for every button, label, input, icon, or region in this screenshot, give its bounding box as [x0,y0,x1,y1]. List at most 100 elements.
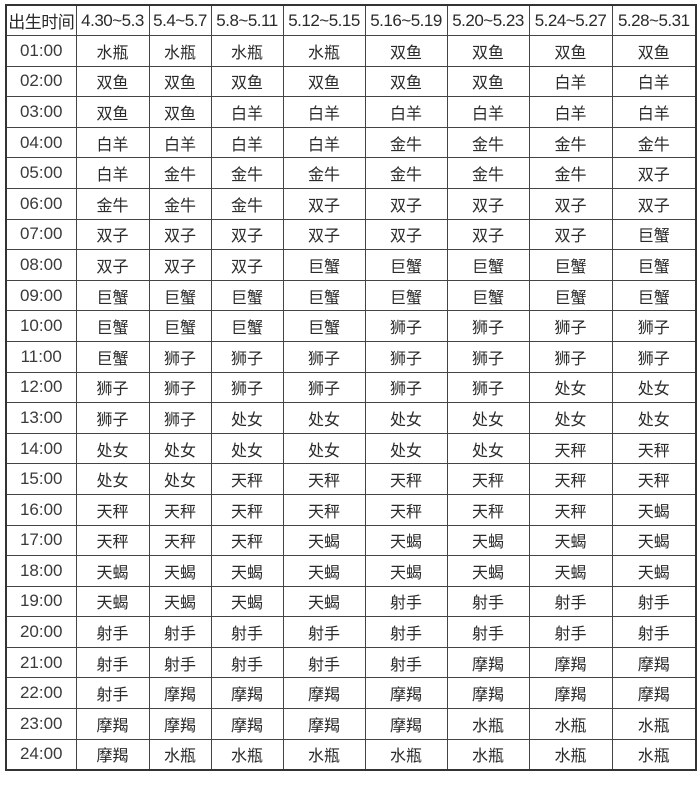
zodiac-cell: 射手 [75,646,150,679]
header-cell-date-range: 5.28~5.31 [611,4,697,36]
time-cell: 07:00 [5,218,77,251]
zodiac-cell: 摩羯 [148,708,212,740]
table-row: 16:00 天秤 天秤 天秤 天秤 天秤 天秤 天秤 天蝎 [5,493,697,526]
zodiac-cell: 狮子 [364,371,448,404]
header-cell-date-range: 5.16~5.19 [364,4,448,36]
header-cell-date-range: 5.4~5.7 [148,4,212,36]
zodiac-cell: 双子 [364,218,448,251]
zodiac-cell: 天秤 [210,524,284,557]
time-cell: 23:00 [5,708,77,740]
zodiac-cell: 双鱼 [148,96,212,128]
zodiac-cell: 天秤 [611,463,697,495]
zodiac-cell: 处女 [364,432,448,465]
zodiac-cell: 射手 [446,585,530,618]
zodiac-cell: 射手 [75,616,150,648]
zodiac-cell: 天秤 [528,463,613,495]
zodiac-cell: 处女 [282,402,366,434]
zodiac-cell: 天蝎 [210,555,284,587]
table-row: 22:00 射手 摩羯 摩羯 摩羯 摩羯 摩羯 摩羯 摩羯 [5,677,697,710]
zodiac-cell: 处女 [210,432,284,465]
table-row: 14:00 处女 处女 处女 处女 处女 处女 天秤 天秤 [5,432,697,465]
zodiac-cell: 处女 [75,463,150,495]
zodiac-cell: 天蝎 [528,555,613,587]
zodiac-cell: 处女 [148,463,212,495]
zodiac-cell: 天秤 [148,493,212,526]
zodiac-cell: 天秤 [282,463,366,495]
zodiac-cell: 射手 [364,646,448,679]
header-cell-date-range: 5.8~5.11 [210,4,284,36]
zodiac-cell: 处女 [446,432,530,465]
zodiac-cell: 射手 [210,646,284,679]
zodiac-cell: 双鱼 [75,65,150,98]
zodiac-cell: 水瓶 [75,35,150,67]
zodiac-cell: 天蝎 [282,524,366,557]
zodiac-cell: 双鱼 [282,65,366,98]
zodiac-cell: 处女 [282,432,366,465]
zodiac-cell: 金牛 [446,157,530,189]
zodiac-cell: 天秤 [75,493,150,526]
time-cell: 10:00 [5,310,77,342]
zodiac-cell: 双鱼 [364,65,448,98]
time-cell: 14:00 [5,432,77,465]
zodiac-cell: 天蝎 [282,555,366,587]
time-cell: 22:00 [5,677,77,710]
zodiac-cell: 天秤 [364,463,448,495]
zodiac-cell: 处女 [611,402,697,434]
zodiac-cell: 巨蟹 [364,279,448,312]
zodiac-cell: 射手 [364,616,448,648]
table-row: 10:00 巨蟹 巨蟹 巨蟹 巨蟹 狮子 狮子 狮子 狮子 [5,310,697,342]
zodiac-cell: 水瓶 [611,708,697,740]
zodiac-cell: 射手 [528,616,613,648]
zodiac-cell: 处女 [446,402,530,434]
zodiac-cell: 天蝎 [282,585,366,618]
zodiac-cell: 处女 [364,402,448,434]
zodiac-cell: 白羊 [282,96,366,128]
zodiac-cell: 巨蟹 [210,310,284,342]
header-cell-date-range: 5.24~5.27 [528,4,613,36]
zodiac-cell: 天秤 [210,493,284,526]
zodiac-cell: 巨蟹 [75,340,150,373]
zodiac-cell: 处女 [528,371,613,404]
zodiac-cell: 双鱼 [148,65,212,98]
zodiac-cell: 摩羯 [282,708,366,740]
zodiac-cell: 金牛 [75,187,150,220]
table-row: 06:00 金牛 金牛 金牛 双子 双子 双子 双子 双子 [5,187,697,220]
zodiac-cell: 射手 [75,677,150,710]
zodiac-cell: 狮子 [446,310,530,342]
table-row: 15:00 处女 处女 天秤 天秤 天秤 天秤 天秤 天秤 [5,463,697,495]
zodiac-cell: 双鱼 [210,65,284,98]
table-row: 07:00 双子 双子 双子 双子 双子 双子 双子 巨蟹 [5,218,697,251]
zodiac-cell: 白羊 [611,96,697,128]
zodiac-cell: 金牛 [364,157,448,189]
zodiac-cell: 天秤 [611,432,697,465]
table-row: 13:00 狮子 狮子 处女 处女 处女 处女 处女 处女 [5,402,697,434]
time-cell: 24:00 [5,738,77,771]
zodiac-cell: 巨蟹 [148,279,212,312]
zodiac-cell: 天秤 [364,493,448,526]
time-cell: 01:00 [5,35,77,67]
zodiac-cell: 白羊 [611,65,697,98]
zodiac-cell: 双子 [364,187,448,220]
zodiac-cell: 天蝎 [364,555,448,587]
table-row: 11:00 巨蟹 狮子 狮子 狮子 狮子 狮子 狮子 狮子 [5,340,697,373]
zodiac-cell: 狮子 [364,310,448,342]
zodiac-cell: 巨蟹 [282,279,366,312]
time-cell: 15:00 [5,463,77,495]
zodiac-cell: 白羊 [75,157,150,189]
zodiac-cell: 处女 [148,432,212,465]
time-cell: 20:00 [5,616,77,648]
table-row: 19:00 天蝎 天蝎 天蝎 天蝎 射手 射手 射手 射手 [5,585,697,618]
zodiac-cell: 白羊 [528,96,613,128]
zodiac-cell: 摩羯 [364,708,448,740]
header-cell-birth-time: 出生时间 [5,4,77,36]
time-cell: 09:00 [5,279,77,312]
zodiac-cell: 射手 [282,646,366,679]
table-row: 04:00 白羊 白羊 白羊 白羊 金牛 金牛 金牛 金牛 [5,126,697,159]
zodiac-cell: 巨蟹 [528,279,613,312]
zodiac-cell: 水瓶 [148,738,212,771]
table-row: 03:00 双鱼 双鱼 白羊 白羊 白羊 白羊 白羊 白羊 [5,96,697,128]
zodiac-cell: 狮子 [446,371,530,404]
zodiac-cell: 白羊 [446,96,530,128]
zodiac-cell: 天蝎 [75,585,150,618]
zodiac-cell: 狮子 [364,340,448,373]
